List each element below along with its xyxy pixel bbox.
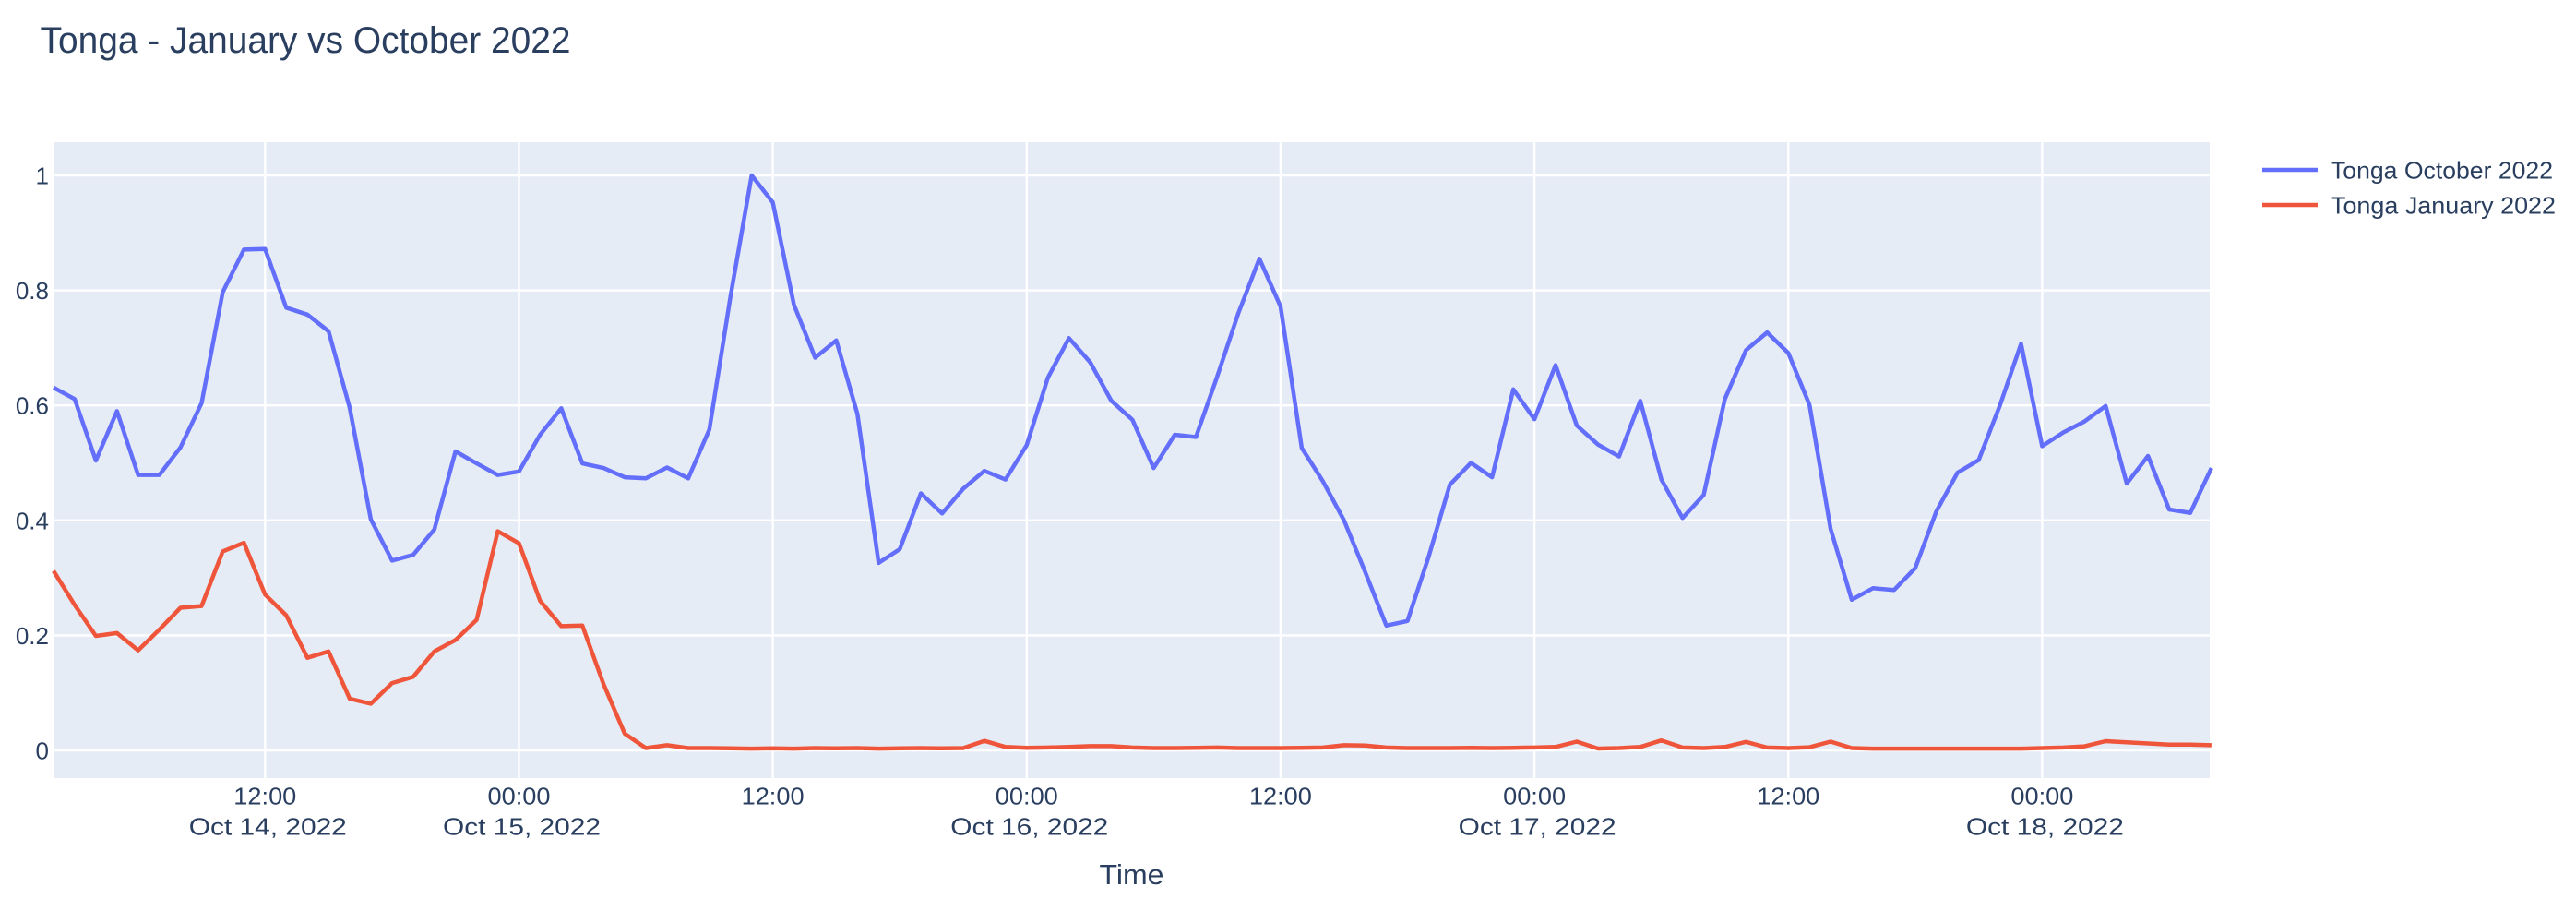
svg-text:Tonga January 2022: Tonga January 2022: [2331, 192, 2556, 220]
svg-text:Oct 15, 2022: Oct 15, 2022: [443, 813, 601, 841]
svg-text:Tonga - January vs October 202: Tonga - January vs October 2022: [41, 20, 571, 61]
svg-text:12:00: 12:00: [742, 783, 805, 810]
svg-text:0: 0: [36, 737, 49, 765]
svg-text:Tonga October 2022: Tonga October 2022: [2331, 157, 2553, 185]
svg-text:12:00: 12:00: [1249, 783, 1312, 810]
svg-text:00:00: 00:00: [996, 783, 1058, 810]
svg-text:Time: Time: [1100, 858, 1164, 891]
svg-text:0.2: 0.2: [16, 622, 49, 650]
svg-text:Oct 18, 2022: Oct 18, 2022: [1966, 813, 2124, 841]
svg-text:1: 1: [36, 162, 49, 190]
svg-text:00:00: 00:00: [2010, 783, 2073, 810]
svg-text:Oct 16, 2022: Oct 16, 2022: [950, 813, 1108, 841]
svg-text:12:00: 12:00: [233, 783, 296, 810]
svg-text:Oct 17, 2022: Oct 17, 2022: [1459, 813, 1616, 841]
svg-text:0.8: 0.8: [16, 277, 49, 305]
svg-text:Oct 14, 2022: Oct 14, 2022: [189, 813, 347, 841]
svg-text:00:00: 00:00: [488, 783, 551, 810]
svg-text:12:00: 12:00: [1757, 783, 1819, 810]
svg-text:00:00: 00:00: [1503, 783, 1566, 810]
svg-text:0.4: 0.4: [16, 507, 49, 534]
svg-text:0.6: 0.6: [16, 392, 49, 420]
